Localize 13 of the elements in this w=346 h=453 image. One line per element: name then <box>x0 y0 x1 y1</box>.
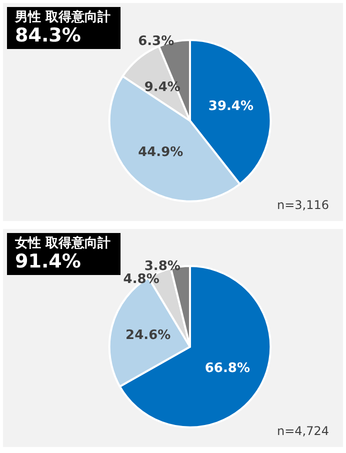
data-label: 39.4% <box>208 99 254 114</box>
data-label: 3.8% <box>144 259 180 274</box>
chart-title: 女性 取得意向計 <box>14 235 111 251</box>
chart-subtitle: 84.3% <box>15 24 81 46</box>
data-label: 66.8% <box>204 361 250 376</box>
chart-title: 男性 取得意向計 <box>14 9 111 25</box>
data-label: 44.9% <box>138 145 184 160</box>
chart-subtitle: 91.4% <box>15 250 81 272</box>
data-label: 24.6% <box>126 328 171 344</box>
text: n=4,724 <box>276 424 329 438</box>
data-label: 4.8% <box>123 272 160 288</box>
data-label: 6.3% <box>138 34 174 50</box>
text: n=3,116 <box>276 198 329 212</box>
